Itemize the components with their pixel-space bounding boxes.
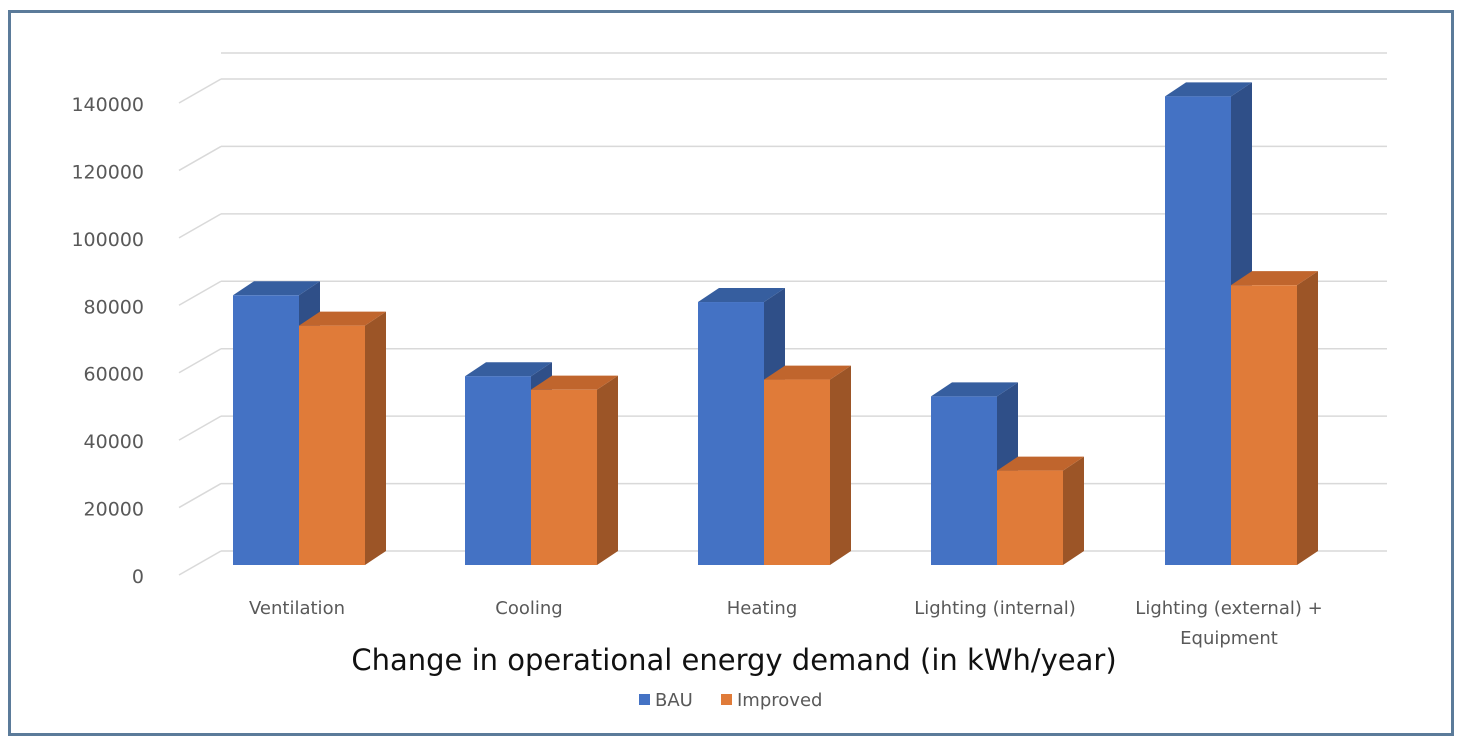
- y-tick-label: 120000: [71, 161, 144, 183]
- y-tick-label: 80000: [84, 296, 144, 318]
- y-tick-label: 100000: [71, 229, 144, 251]
- bar-front: [233, 295, 299, 565]
- bar-top: [1165, 82, 1252, 97]
- x-category-label: Heating: [727, 598, 798, 619]
- bar-chart: 020000400006000080000100000120000140000 …: [71, 52, 1387, 711]
- bar-front: [931, 396, 997, 565]
- x-category-label: Lighting (external) + Equipment: [1135, 598, 1322, 649]
- chart-frame: 0 20000 40000 60000 80000 100000 120000 140000 …: [8, 10, 1454, 736]
- bar-top: [931, 382, 1018, 397]
- y-tick-label: 20000: [84, 499, 144, 521]
- bar-side: [1297, 271, 1318, 565]
- bar-top: [764, 365, 851, 380]
- legend-swatch: [639, 694, 650, 705]
- bar-front: [1165, 96, 1231, 565]
- gridline-depth: [178, 145, 222, 172]
- bar-top: [465, 362, 552, 377]
- bar-front: [531, 389, 597, 565]
- bar-side: [1063, 456, 1084, 565]
- gridline-depth: [178, 482, 222, 509]
- gridline-depth: [178, 78, 222, 104]
- bar-front: [997, 470, 1063, 565]
- gridline-depth: [178, 348, 222, 374]
- legend-label: BAU: [655, 690, 693, 711]
- gridline-depth: [178, 213, 222, 239]
- bar-top: [698, 288, 785, 303]
- x-category-label: Lighting (internal): [914, 598, 1076, 619]
- bar-top: [233, 281, 320, 296]
- x-category-label: Ventilation: [249, 598, 345, 619]
- bar-top: [299, 311, 386, 326]
- bar-side: [830, 365, 851, 565]
- bar-top: [997, 456, 1084, 471]
- bar-front: [465, 376, 531, 565]
- bar-front: [299, 325, 365, 565]
- bar-front: [1231, 285, 1297, 565]
- gridline-depth: [178, 415, 222, 441]
- bar-side: [365, 311, 386, 565]
- x-category-label: Cooling: [495, 598, 562, 619]
- bar-improved-1: [531, 375, 618, 565]
- legend-label: Improved: [737, 690, 822, 711]
- bar-top: [531, 375, 618, 390]
- y-tick-label: 140000: [71, 94, 144, 116]
- bar-improved-3: [997, 456, 1084, 565]
- bar-front: [764, 379, 830, 565]
- bar-top: [1231, 271, 1318, 286]
- bar-improved-4: [1231, 271, 1318, 565]
- gridline-depth: [178, 550, 222, 576]
- bar-improved-2: [764, 365, 851, 565]
- y-axis-ticks: 0 20000 40000 60000 80000 100000 120000 140000: [71, 94, 144, 588]
- gridline-depth: [178, 280, 222, 306]
- chart-title: Change in operational energy demand (in …: [351, 643, 1116, 677]
- y-tick-label: 40000: [84, 431, 144, 453]
- legend: BAU Improved: [639, 690, 822, 711]
- bar-bau-2: [698, 288, 785, 565]
- bar-front: [698, 302, 764, 565]
- bars: [233, 82, 1318, 565]
- legend-swatch: [721, 694, 732, 705]
- y-tick-label: 0: [132, 566, 144, 588]
- bar-side: [597, 375, 618, 565]
- y-tick-label: 60000: [84, 364, 144, 386]
- bar-improved-0: [299, 311, 386, 565]
- x-axis-categories: Ventilation Cooling Heating Lighting (inter…: [249, 598, 1323, 649]
